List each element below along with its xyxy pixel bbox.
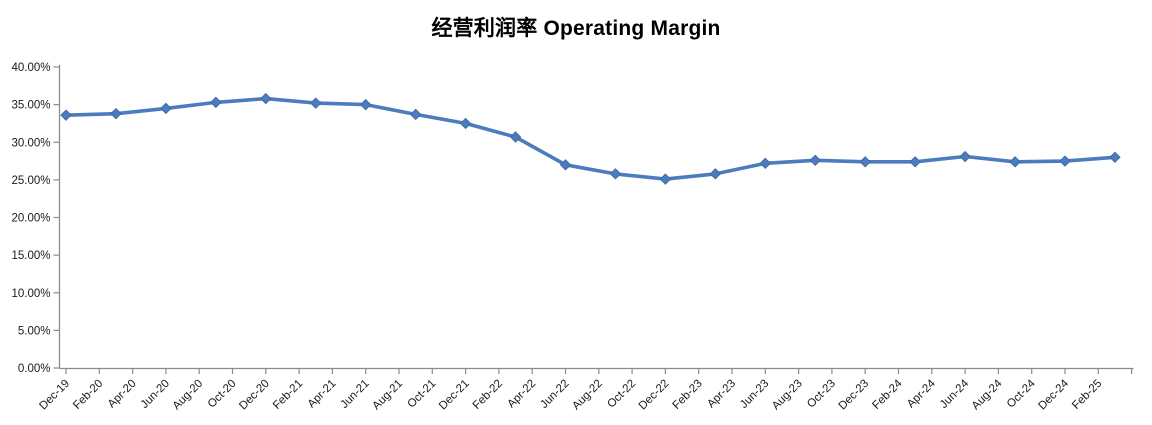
data-point-marker — [1009, 156, 1021, 168]
data-point-marker — [809, 154, 821, 167]
x-axis-tick-label: Dec-22 — [637, 378, 672, 413]
x-axis-tick-label: Oct-23 — [805, 378, 838, 411]
data-point-marker — [409, 108, 422, 121]
data-point-marker — [609, 168, 622, 180]
x-axis-tick-label: Jun-20 — [139, 378, 172, 411]
data-point-marker — [509, 131, 522, 143]
x-axis-tick-label: Apr-22 — [505, 378, 538, 411]
x-axis-tick-label: Oct-20 — [206, 378, 239, 411]
y-axis-tick-label: 0.00% — [18, 363, 51, 375]
x-axis-tick-label: Jun-22 — [538, 378, 571, 411]
x-axis-tick-label: Dec-20 — [237, 378, 272, 413]
x-axis-tick-label: Oct-22 — [605, 378, 638, 411]
data-point-marker — [210, 96, 222, 109]
data-point-marker — [310, 97, 322, 109]
data-point-marker — [659, 173, 672, 185]
x-axis-tick-label: Apr-24 — [905, 377, 938, 410]
data-point-marker — [459, 117, 472, 130]
x-axis-tick-label: Apr-21 — [306, 378, 339, 411]
x-axis-tick-label: Dec-24 — [1036, 377, 1071, 412]
y-axis-tick-label: 40.00% — [11, 62, 50, 74]
x-axis-tick-label: Apr-23 — [705, 378, 738, 411]
data-point-marker — [110, 107, 122, 120]
x-axis-tick-label: Feb-21 — [271, 378, 305, 412]
data-point-marker — [959, 150, 971, 163]
x-axis-tick-label: Oct-21 — [406, 378, 439, 411]
y-axis-tick-label: 25.00% — [11, 175, 50, 187]
x-axis-tick-label: Feb-24 — [870, 377, 905, 412]
x-axis-tick-label: Jun-23 — [738, 378, 771, 411]
data-point-marker — [359, 98, 372, 111]
x-axis-tick-label: Jun-21 — [338, 378, 371, 411]
x-axis-tick-label: Aug-21 — [370, 378, 405, 413]
data-point-marker — [859, 156, 871, 168]
x-axis-tick-label: Aug-20 — [171, 378, 206, 413]
x-axis-tick-label: Feb-22 — [471, 378, 505, 412]
x-axis-tick-label: Aug-22 — [570, 378, 605, 413]
x-axis-tick-label: Feb-23 — [671, 378, 705, 412]
x-axis-tick-label: Aug-23 — [770, 378, 805, 413]
data-point-marker — [759, 157, 772, 170]
x-axis-tick-label: Feb-25 — [1070, 378, 1104, 412]
data-point-marker — [559, 159, 572, 171]
x-axis-tick-label: Feb-20 — [71, 378, 105, 412]
y-axis-tick-label: 30.00% — [11, 137, 50, 149]
x-axis-tick-label: Oct-24 — [1005, 377, 1038, 410]
data-point-marker — [60, 109, 72, 121]
data-point-marker — [1109, 151, 1121, 164]
y-axis-tick-label: 20.00% — [11, 213, 50, 225]
y-axis-tick-label: 5.00% — [18, 325, 51, 337]
data-point-marker — [260, 92, 272, 105]
data-point-marker — [160, 102, 172, 115]
y-axis-tick-label: 10.00% — [11, 288, 50, 300]
x-axis-tick-label: Dec-19 — [37, 378, 72, 413]
data-point-marker — [709, 168, 722, 180]
x-axis-tick-label: Dec-23 — [837, 378, 872, 413]
y-axis-tick-label: 35.00% — [11, 100, 50, 112]
x-axis-tick-label: Apr-20 — [106, 378, 139, 411]
x-axis-tick-label: Aug-24 — [970, 377, 1005, 412]
data-point-marker — [909, 156, 921, 168]
x-axis-tick-label: Dec-21 — [437, 378, 472, 413]
y-axis-tick-label: 15.00% — [11, 250, 50, 262]
data-point-marker — [1059, 155, 1071, 167]
x-axis-tick-label: Jun-24 — [938, 377, 972, 411]
series-line-operating-margin — [64, 96, 1117, 181]
chart-title: 经营利润率 Operating Margin — [431, 17, 721, 40]
